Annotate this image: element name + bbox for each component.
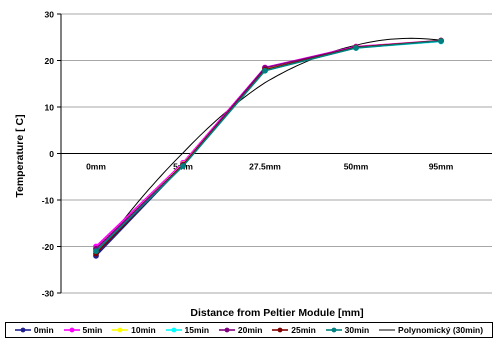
legend-swatch bbox=[112, 327, 129, 333]
legend-label: 0min bbox=[33, 325, 54, 335]
series-30min bbox=[93, 38, 444, 255]
y-tick-label: -20 bbox=[42, 242, 55, 252]
series-line bbox=[95, 39, 442, 255]
series-line bbox=[95, 39, 442, 248]
legend-item: 20min bbox=[218, 325, 263, 335]
data-point bbox=[180, 163, 186, 169]
legend-item: 25min bbox=[272, 325, 316, 335]
x-axis-label: Distance from Peltier Module [mm] bbox=[190, 307, 363, 319]
legend-item: Polynomický (30min) bbox=[379, 325, 483, 335]
legend-item: 10min bbox=[112, 325, 156, 335]
legend-item: 5min bbox=[63, 325, 103, 335]
x-tick-label: 50mm bbox=[344, 162, 369, 172]
legend: 0min 5min 10min 15min 20min 25min 30min Polynom… bbox=[5, 322, 493, 338]
legend-swatch bbox=[272, 327, 289, 333]
x-tick-label: 0mm bbox=[86, 162, 106, 172]
series-0min bbox=[93, 38, 444, 259]
legend-item: 30min bbox=[325, 325, 370, 335]
x-tick-label: 95mm bbox=[429, 162, 454, 172]
legend-swatch bbox=[218, 327, 235, 333]
series-line bbox=[95, 40, 442, 252]
series-line bbox=[95, 40, 442, 250]
series-line bbox=[95, 40, 442, 257]
y-axis: -30 -20 -10 0 10 20 30 bbox=[42, 10, 492, 299]
data-point bbox=[262, 67, 268, 74]
legend-swatch bbox=[325, 327, 342, 333]
legend-label: 30min bbox=[344, 325, 370, 335]
series-25min bbox=[93, 37, 444, 257]
data-point bbox=[353, 45, 359, 51]
y-tick-label: 0 bbox=[49, 149, 54, 159]
trendline bbox=[95, 37, 442, 256]
y-tick-label: -30 bbox=[42, 289, 55, 299]
legend-item: 0min bbox=[14, 325, 54, 335]
series-line bbox=[95, 40, 442, 252]
legend-swatch bbox=[379, 329, 396, 331]
legend-swatch bbox=[14, 327, 31, 333]
series-lines bbox=[93, 37, 444, 259]
y-tick-label: 20 bbox=[45, 56, 55, 66]
legend-label: 20min bbox=[237, 325, 263, 335]
y-tick-label: -10 bbox=[42, 196, 55, 206]
legend-swatch bbox=[165, 327, 182, 333]
trendline-polynomial bbox=[95, 37, 442, 256]
legend-item: 15min bbox=[165, 325, 210, 335]
legend-label: 5min bbox=[82, 325, 103, 335]
legend-label: 10min bbox=[131, 325, 156, 335]
legend-label: 25min bbox=[291, 325, 316, 335]
y-tick-label: 10 bbox=[45, 103, 55, 113]
data-point bbox=[438, 38, 444, 44]
data-point bbox=[93, 248, 99, 255]
x-tick-label: 27.5mm bbox=[249, 162, 281, 172]
y-axis-label: Temperature [ C] bbox=[14, 114, 26, 197]
grid bbox=[61, 13, 492, 294]
legend-label: 15min bbox=[184, 325, 210, 335]
series-line bbox=[95, 40, 442, 250]
series-15min bbox=[93, 38, 444, 255]
legend-label: Polynomický (30min) bbox=[398, 325, 484, 335]
legend-swatch bbox=[63, 327, 80, 333]
y-tick-label: 30 bbox=[45, 10, 55, 20]
